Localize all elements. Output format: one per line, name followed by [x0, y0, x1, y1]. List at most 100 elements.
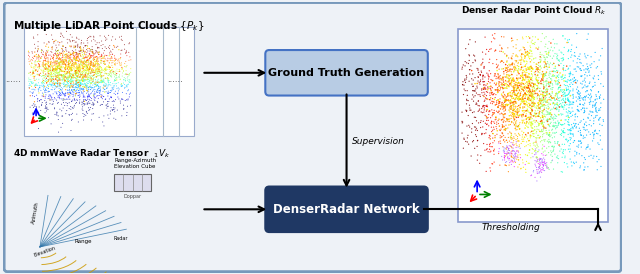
Point: [60, 78, 70, 82]
Point: [79, 64, 89, 68]
Point: [47, 96, 57, 100]
Point: [69, 87, 79, 92]
Point: [74, 88, 84, 93]
Point: [523, 40, 533, 45]
Point: [116, 82, 126, 87]
Point: [67, 105, 77, 110]
Point: [552, 56, 562, 61]
Point: [51, 67, 61, 72]
Point: [516, 74, 527, 78]
Point: [548, 167, 559, 171]
Point: [509, 88, 519, 93]
Point: [477, 90, 487, 95]
Point: [65, 91, 76, 96]
Point: [103, 59, 113, 63]
Point: [101, 71, 111, 76]
Point: [568, 96, 579, 101]
Point: [74, 49, 84, 53]
Point: [79, 56, 89, 61]
Point: [538, 146, 548, 150]
Point: [509, 142, 519, 147]
Point: [110, 63, 120, 67]
Point: [565, 89, 575, 93]
Point: [115, 73, 125, 77]
Point: [91, 84, 101, 89]
Point: [543, 110, 553, 114]
Point: [86, 62, 97, 66]
Point: [72, 54, 83, 59]
Point: [458, 82, 468, 87]
Point: [72, 81, 82, 85]
Point: [520, 64, 531, 68]
Point: [550, 121, 561, 125]
Point: [516, 97, 527, 102]
Point: [498, 50, 508, 54]
Point: [26, 58, 36, 62]
Point: [38, 63, 48, 67]
Point: [83, 85, 93, 90]
Point: [573, 65, 584, 69]
Point: [527, 146, 538, 151]
Point: [51, 67, 61, 72]
Point: [518, 81, 529, 86]
Point: [94, 81, 104, 85]
Point: [506, 135, 516, 139]
Point: [56, 60, 66, 64]
Point: [548, 118, 559, 122]
Point: [47, 76, 58, 81]
Point: [508, 100, 518, 104]
Point: [573, 97, 583, 101]
Point: [563, 115, 573, 119]
Point: [54, 61, 64, 65]
Point: [76, 67, 86, 71]
Point: [68, 51, 78, 55]
Point: [520, 99, 530, 104]
Point: [467, 76, 477, 81]
Point: [579, 78, 589, 82]
Point: [571, 95, 581, 99]
Point: [476, 110, 486, 114]
Point: [65, 69, 75, 74]
Point: [60, 103, 70, 108]
Point: [562, 80, 572, 84]
Point: [518, 131, 529, 135]
Point: [507, 57, 517, 61]
Point: [486, 84, 496, 88]
Point: [70, 66, 81, 70]
Point: [84, 66, 94, 70]
Point: [563, 92, 573, 96]
Point: [83, 90, 93, 94]
Point: [52, 53, 62, 57]
Point: [541, 164, 552, 168]
Point: [550, 152, 560, 156]
Point: [512, 82, 522, 87]
Point: [500, 112, 510, 116]
Point: [532, 96, 543, 101]
Point: [529, 56, 539, 61]
Point: [74, 93, 84, 98]
Point: [68, 85, 78, 89]
Point: [72, 81, 83, 85]
Point: [524, 83, 534, 88]
Point: [517, 121, 527, 125]
Point: [72, 36, 82, 41]
Point: [79, 41, 89, 45]
Point: [120, 64, 130, 68]
Point: [57, 97, 67, 101]
Point: [75, 82, 85, 86]
Point: [561, 83, 571, 88]
Point: [508, 88, 518, 93]
Point: [558, 67, 568, 71]
Point: [515, 96, 525, 101]
Point: [25, 90, 35, 94]
Point: [468, 93, 478, 97]
Point: [56, 73, 66, 78]
Point: [540, 90, 550, 94]
Point: [33, 110, 44, 115]
Point: [566, 126, 576, 131]
Point: [543, 100, 553, 104]
Point: [532, 87, 542, 91]
Point: [91, 64, 101, 69]
Point: [531, 155, 541, 159]
Point: [52, 92, 62, 96]
